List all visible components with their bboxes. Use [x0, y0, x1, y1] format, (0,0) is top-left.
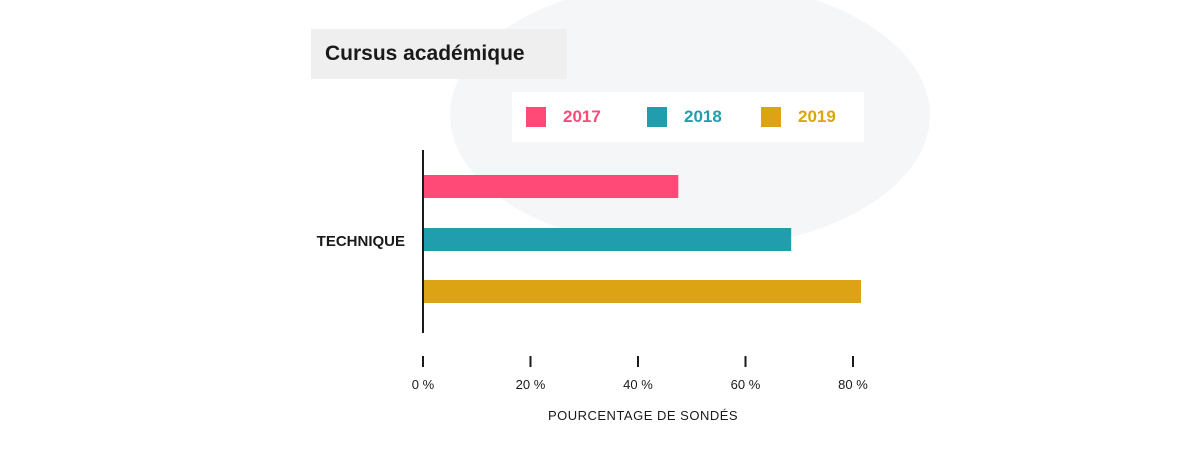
chart-title: Cursus académique — [311, 29, 567, 79]
bar-technique-2017 — [423, 175, 679, 198]
x-axis-title: POURCENTAGE DE SONDÉS — [548, 408, 738, 423]
category-label-technique: TECHNIQUE — [317, 233, 405, 250]
legend-label-2017: 2017 — [563, 107, 601, 126]
x-tick-label-80: 80 % — [838, 377, 868, 392]
x-tick-label-60: 60 % — [731, 377, 761, 392]
legend-swatch-2018 — [647, 107, 667, 127]
x-tick-label-40: 40 % — [623, 377, 653, 392]
legend-item-2019: 2019 — [761, 107, 836, 127]
chart-title-text: Cursus académique — [325, 42, 525, 65]
legend: 2017 2018 2019 — [512, 92, 864, 142]
bar-technique-2019 — [423, 280, 862, 303]
legend-label-2018: 2018 — [684, 107, 722, 126]
legend-item-2018: 2018 — [647, 107, 722, 127]
legend-item-2017: 2017 — [526, 107, 601, 127]
bar-technique-2018 — [423, 228, 792, 251]
x-tick-label-0: 0 % — [412, 377, 435, 392]
legend-label-2019: 2019 — [798, 107, 836, 126]
legend-swatch-2019 — [761, 107, 781, 127]
x-tick-label-20: 20 % — [516, 377, 546, 392]
legend-swatch-2017 — [526, 107, 546, 127]
